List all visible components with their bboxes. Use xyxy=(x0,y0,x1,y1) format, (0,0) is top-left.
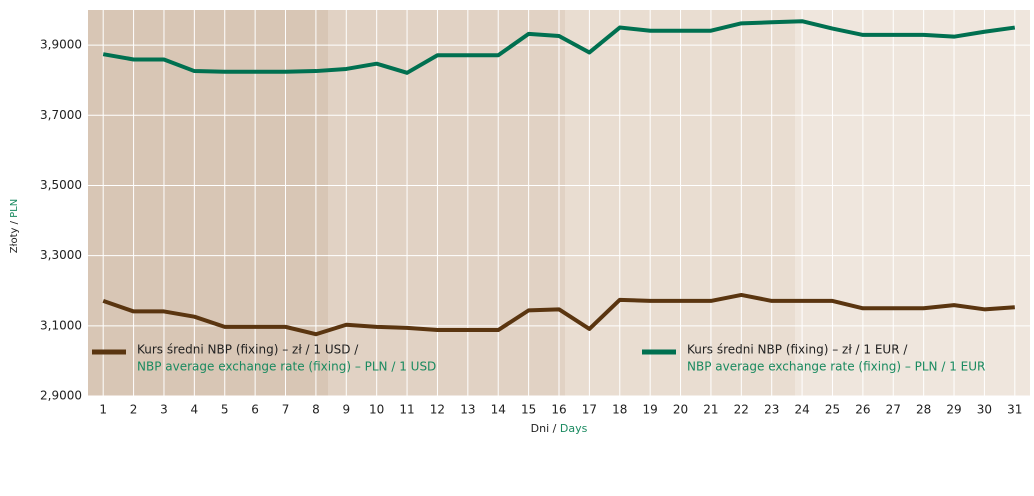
x-tick-label: 22 xyxy=(734,403,749,417)
legend-label-en: NBP average exchange rate (fixing) – PLN… xyxy=(137,360,436,374)
x-tick-label: 21 xyxy=(703,403,718,417)
x-tick-label: 18 xyxy=(612,403,627,417)
background-band xyxy=(88,10,328,396)
x-tick-label: 9 xyxy=(342,403,350,417)
x-tick-label: 10 xyxy=(369,403,384,417)
x-tick-label: 8 xyxy=(312,403,320,417)
x-tick-label: 1 xyxy=(99,403,107,417)
x-tick-label: 12 xyxy=(430,403,445,417)
x-tick-label: 14 xyxy=(491,403,506,417)
x-tick-label: 19 xyxy=(643,403,658,417)
legend-label: Kurs średni NBP (fixing) – zł / 1 USD / xyxy=(137,343,359,357)
x-tick-label: 30 xyxy=(977,403,992,417)
x-tick-label: 17 xyxy=(582,403,597,417)
x-tick-label: 27 xyxy=(886,403,901,417)
y-tick-label: 3,3000 xyxy=(40,248,82,262)
y-tick-label: 3,7000 xyxy=(40,108,82,122)
legend-label: Kurs średni NBP (fixing) – zł / 1 EUR / xyxy=(687,343,908,357)
x-tick-label: 6 xyxy=(251,403,259,417)
x-tick-label: 28 xyxy=(916,403,931,417)
x-tick-label: 13 xyxy=(460,403,475,417)
x-tick-label: 3 xyxy=(160,403,168,417)
series-line xyxy=(102,292,1015,337)
y-label-pl: Złoty / xyxy=(9,220,20,253)
x-tick-label: 29 xyxy=(946,403,961,417)
background-band xyxy=(565,10,795,396)
x-label-pl: Dni / xyxy=(531,422,557,435)
x-tick-label: 24 xyxy=(794,403,809,417)
x-tick-label: 23 xyxy=(764,403,779,417)
x-tick-label: 2 xyxy=(130,403,138,417)
y-label-en: PLN xyxy=(9,199,20,218)
x-tick-label: 20 xyxy=(673,403,688,417)
x-tick-label: 4 xyxy=(191,403,199,417)
x-label-en: Days xyxy=(560,422,588,435)
x-tick-label: 5 xyxy=(221,403,229,417)
x-tick-label: 25 xyxy=(825,403,840,417)
x-tick-label: 11 xyxy=(399,403,414,417)
x-tick-label: 31 xyxy=(1007,403,1022,417)
y-tick-label: 2,9000 xyxy=(40,389,82,403)
legend-label-en: NBP average exchange rate (fixing) – PLN… xyxy=(687,360,985,374)
y-tick-label: 3,9000 xyxy=(40,38,82,52)
background-band xyxy=(795,10,1030,396)
x-tick-label: 7 xyxy=(282,403,290,417)
x-tick-label: 15 xyxy=(521,403,536,417)
y-tick-label: 3,1000 xyxy=(40,318,82,332)
x-axis-label: Dni / Days xyxy=(531,422,588,435)
x-tick-label: 26 xyxy=(855,403,870,417)
y-tick-label: 3,5000 xyxy=(40,178,82,192)
x-tick-label: 16 xyxy=(551,403,566,417)
series-line xyxy=(102,19,1016,75)
y-axis-label: Złoty / PLN xyxy=(9,199,20,253)
